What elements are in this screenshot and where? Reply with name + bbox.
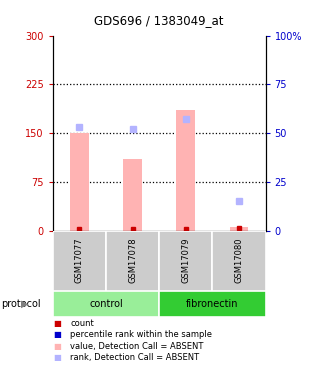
Text: GSM17078: GSM17078 bbox=[128, 238, 137, 284]
Bar bbox=[230, 227, 248, 231]
Text: ■: ■ bbox=[53, 330, 61, 339]
Text: fibronectin: fibronectin bbox=[186, 299, 239, 309]
Text: value, Detection Call = ABSENT: value, Detection Call = ABSENT bbox=[70, 342, 204, 351]
Text: ■: ■ bbox=[53, 319, 61, 328]
Text: protocol: protocol bbox=[2, 299, 41, 309]
Text: ■: ■ bbox=[53, 342, 61, 351]
Text: percentile rank within the sample: percentile rank within the sample bbox=[70, 330, 212, 339]
Text: control: control bbox=[89, 299, 123, 309]
Bar bbox=[53, 291, 159, 317]
Text: ■: ■ bbox=[53, 353, 61, 362]
Text: GSM17077: GSM17077 bbox=[75, 238, 84, 284]
Text: GSM17079: GSM17079 bbox=[181, 238, 190, 284]
Text: GDS696 / 1383049_at: GDS696 / 1383049_at bbox=[94, 14, 224, 27]
Bar bbox=[123, 159, 142, 231]
Text: GSM17080: GSM17080 bbox=[235, 238, 244, 284]
Bar bbox=[106, 231, 159, 291]
Bar bbox=[212, 231, 266, 291]
Text: count: count bbox=[70, 319, 94, 328]
Bar bbox=[159, 291, 266, 317]
Text: ▶: ▶ bbox=[21, 299, 28, 309]
Bar bbox=[70, 133, 89, 231]
Bar bbox=[177, 110, 195, 231]
Bar bbox=[53, 231, 106, 291]
Bar bbox=[159, 231, 212, 291]
Text: rank, Detection Call = ABSENT: rank, Detection Call = ABSENT bbox=[70, 353, 200, 362]
